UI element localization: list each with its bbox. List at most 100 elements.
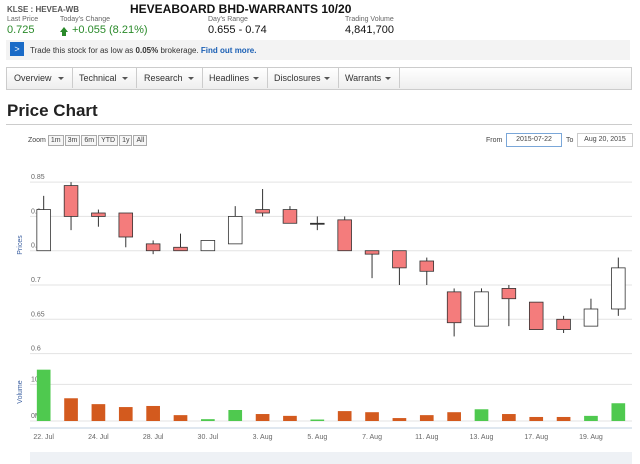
volume-bar	[146, 405, 160, 421]
title: HEVEABOARD BHD-WARRANTS 10/20	[130, 2, 352, 16]
volume-bar	[228, 410, 243, 421]
x-tick-label: 7. Aug	[362, 434, 382, 441]
volume-bar	[118, 407, 133, 421]
volume-bar	[201, 419, 215, 421]
candle-body	[63, 185, 79, 217]
x-tick-label: 3. Aug	[253, 434, 273, 441]
x-tick-label: 17. Aug	[524, 434, 548, 441]
tab[interactable]: Overview	[6, 68, 73, 88]
candle-body	[446, 291, 462, 324]
volume-bar	[337, 411, 352, 421]
volume-bar	[447, 412, 461, 421]
to-label: To	[566, 137, 574, 144]
y-tick-label: 0.6	[31, 346, 41, 353]
x-tick-label: 11. Aug	[415, 434, 438, 441]
divider	[6, 124, 632, 125]
candle-body	[528, 301, 544, 330]
zoom-button[interactable]: 6m	[81, 135, 98, 146]
candle-body	[337, 219, 352, 252]
zoom-label: Zoom	[28, 137, 46, 144]
candle-body	[583, 308, 599, 327]
x-tick-label: 13. Aug	[470, 434, 494, 441]
volume-bar	[310, 419, 325, 421]
x-tick-label: 22. Jul	[33, 434, 54, 441]
navigator	[30, 452, 632, 464]
symbol: KLSE : HEVEA-WB	[7, 5, 79, 14]
zoom-button[interactable]: 1m	[47, 135, 64, 146]
y2-tick-label: 0M	[31, 413, 41, 420]
zoom-button[interactable]: 1y	[119, 135, 133, 146]
promo-text: Trade this stock for as low as 0.05% bro…	[30, 46, 256, 55]
stat-label: Today's Change	[60, 16, 110, 23]
y2-axis-title: Volume	[17, 380, 24, 403]
from-label: From	[486, 137, 503, 144]
candle-body	[227, 216, 243, 245]
candle-body	[173, 246, 188, 252]
x-tick-label: 24. Jul	[88, 434, 109, 441]
stat-value: 0.655 - 0.74	[208, 24, 267, 36]
candle-body	[200, 240, 216, 252]
y-tick-label: 0.7	[31, 277, 41, 284]
candle-body	[36, 209, 51, 252]
zoom-button[interactable]: YTD	[98, 135, 119, 146]
volume-bar	[502, 414, 516, 421]
volume-bar	[365, 412, 379, 421]
tab[interactable]: Warrants	[337, 68, 400, 88]
candle-body	[474, 291, 489, 327]
volume-bar	[392, 418, 407, 421]
zoom-row: Zoom 1m 3m 6m YTD 1y All	[28, 135, 148, 146]
tab[interactable]: Headlines	[201, 68, 268, 88]
candle-body	[419, 260, 435, 272]
candle-body	[392, 250, 407, 269]
x-tick-label: 30. Jul	[198, 434, 219, 441]
y-tick-label: 0.8	[31, 208, 41, 215]
volume-bar	[556, 416, 571, 421]
tab[interactable]: Disclosures	[266, 68, 339, 88]
tab[interactable]: Technical	[71, 68, 137, 88]
volume-bar	[474, 409, 489, 421]
volume-bar	[283, 415, 297, 421]
x-tick-label: 28. Jul	[143, 434, 164, 441]
tab[interactable]: Research	[136, 68, 203, 88]
stat-value: 0.725	[7, 24, 35, 36]
candle-body	[364, 250, 380, 255]
text: Trade this stock for as low as	[30, 46, 136, 55]
candle-body	[91, 212, 106, 217]
volume-bar	[611, 403, 626, 421]
volume-bar	[419, 415, 434, 421]
y-tick-label: 0.65	[31, 311, 45, 318]
y-tick-label: 0.85	[31, 174, 45, 181]
up-arrow-stem	[62, 32, 66, 36]
stat-label: Day's Range	[208, 16, 248, 23]
volume-bar	[36, 369, 51, 421]
stat-value: +0.055 (8.21%)	[72, 24, 148, 36]
from-input[interactable]: 2015-07-22	[506, 133, 562, 147]
stat-value: 4,841,700	[345, 24, 394, 36]
x-tick-label: 5. Aug	[307, 434, 327, 441]
y-axis-title: Prices	[17, 235, 24, 255]
stat-label: Trading Volume	[345, 16, 394, 23]
link[interactable]: Find out more.	[200, 46, 257, 55]
volume-bar	[255, 414, 270, 421]
zoom-button[interactable]: 3m	[64, 135, 81, 146]
promo-button[interactable]: >	[10, 42, 24, 56]
candle-body	[282, 209, 298, 224]
candle-body	[556, 318, 571, 330]
candle-body	[501, 288, 517, 300]
candle-body	[310, 222, 325, 225]
candle-body	[145, 243, 161, 252]
volume-bar	[173, 415, 188, 421]
text: brokerage.	[158, 46, 201, 55]
zoom-button[interactable]: All	[133, 135, 148, 146]
promo-bar	[6, 40, 630, 60]
up-arrow	[60, 27, 68, 32]
stat-label: Last Price	[7, 16, 39, 23]
tab-bar	[6, 67, 632, 90]
candle-body	[255, 209, 270, 214]
volume-bar	[584, 415, 598, 421]
volume-bar	[529, 416, 544, 421]
candle-body	[611, 267, 626, 310]
rate: 0.05%	[135, 46, 159, 55]
to-input[interactable]: Aug 20, 2015	[577, 133, 633, 147]
